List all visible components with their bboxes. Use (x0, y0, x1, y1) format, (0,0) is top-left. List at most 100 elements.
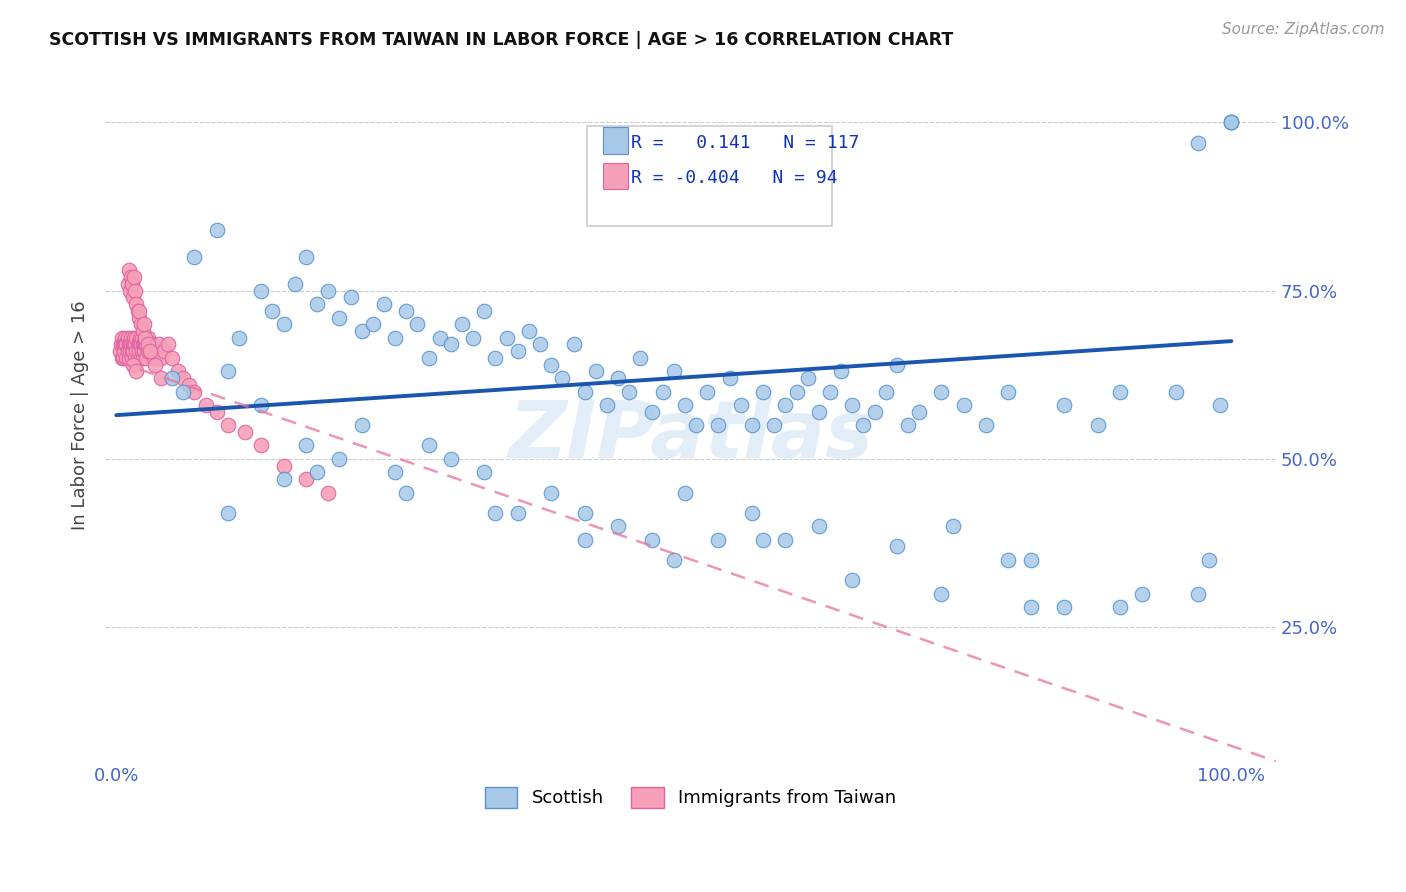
Point (384, 331, 406, 345)
Point (134, 318, 156, 332)
Point (115, 351, 138, 365)
Point (662, 553, 685, 567)
Point (1053, 599, 1076, 614)
Point (124, 337, 146, 351)
Point (172, 371, 194, 385)
Point (114, 337, 136, 351)
Point (118, 337, 141, 351)
Point (132, 324, 155, 338)
Point (1220, 115, 1243, 129)
Point (122, 337, 145, 351)
Point (830, 364, 852, 378)
Point (122, 290, 145, 304)
Point (707, 418, 730, 433)
Point (122, 344, 145, 359)
Point (273, 318, 295, 332)
Point (122, 358, 145, 372)
Point (1198, 553, 1220, 567)
Point (183, 250, 205, 264)
Point (640, 533, 662, 547)
Point (131, 331, 153, 345)
Point (183, 384, 205, 399)
Point (284, 277, 307, 291)
Point (138, 337, 160, 351)
Point (339, 290, 361, 304)
Point (136, 344, 159, 359)
Point (640, 405, 662, 419)
Point (149, 371, 172, 385)
Point (295, 438, 318, 452)
Point (177, 377, 200, 392)
Point (217, 506, 239, 520)
Point (897, 418, 920, 433)
Point (775, 398, 797, 412)
Point (418, 351, 440, 365)
Point (763, 418, 786, 433)
Point (440, 451, 463, 466)
Point (506, 506, 529, 520)
Point (262, 303, 284, 318)
Point (131, 344, 153, 359)
Point (673, 398, 696, 412)
Point (875, 384, 897, 399)
Point (141, 337, 163, 351)
Text: Source: ZipAtlas.com: Source: ZipAtlas.com (1222, 22, 1385, 37)
Point (307, 466, 329, 480)
Point (124, 284, 146, 298)
Point (250, 438, 273, 452)
Point (574, 506, 596, 520)
Point (384, 466, 406, 480)
Point (619, 384, 641, 399)
Point (484, 506, 506, 520)
Point (484, 351, 506, 365)
Point (153, 344, 176, 359)
Point (1187, 136, 1209, 150)
Point (752, 533, 775, 547)
Point (472, 466, 495, 480)
Point (110, 337, 132, 351)
Point (495, 331, 517, 345)
Point (132, 351, 155, 365)
Point (1108, 384, 1130, 399)
Y-axis label: In Labor Force | Age > 16: In Labor Force | Age > 16 (72, 301, 89, 530)
Point (807, 405, 830, 419)
Point (136, 331, 159, 345)
Point (662, 364, 685, 378)
Point (707, 533, 730, 547)
Point (1220, 115, 1243, 129)
Point (125, 344, 148, 359)
Point (114, 331, 136, 345)
Point (418, 438, 440, 452)
Point (120, 337, 142, 351)
Point (775, 533, 797, 547)
Point (1019, 599, 1042, 614)
Point (295, 250, 318, 264)
Point (886, 358, 908, 372)
Point (134, 337, 156, 351)
Point (1019, 553, 1042, 567)
Point (273, 472, 295, 486)
Point (395, 485, 418, 500)
Point (472, 303, 495, 318)
Point (117, 263, 139, 277)
Point (863, 405, 886, 419)
Point (217, 418, 239, 433)
Point (121, 344, 143, 359)
Point (118, 284, 141, 298)
Point (148, 337, 170, 351)
Point (316, 485, 339, 500)
Point (931, 384, 953, 399)
Point (651, 384, 673, 399)
Point (328, 310, 350, 325)
Point (997, 553, 1019, 567)
Point (135, 337, 157, 351)
Point (307, 297, 329, 311)
Point (250, 284, 273, 298)
Point (117, 351, 139, 365)
Point (361, 318, 384, 332)
Point (128, 310, 150, 325)
Point (942, 519, 965, 533)
Point (129, 318, 152, 332)
Point (818, 384, 841, 399)
Point (373, 297, 395, 311)
